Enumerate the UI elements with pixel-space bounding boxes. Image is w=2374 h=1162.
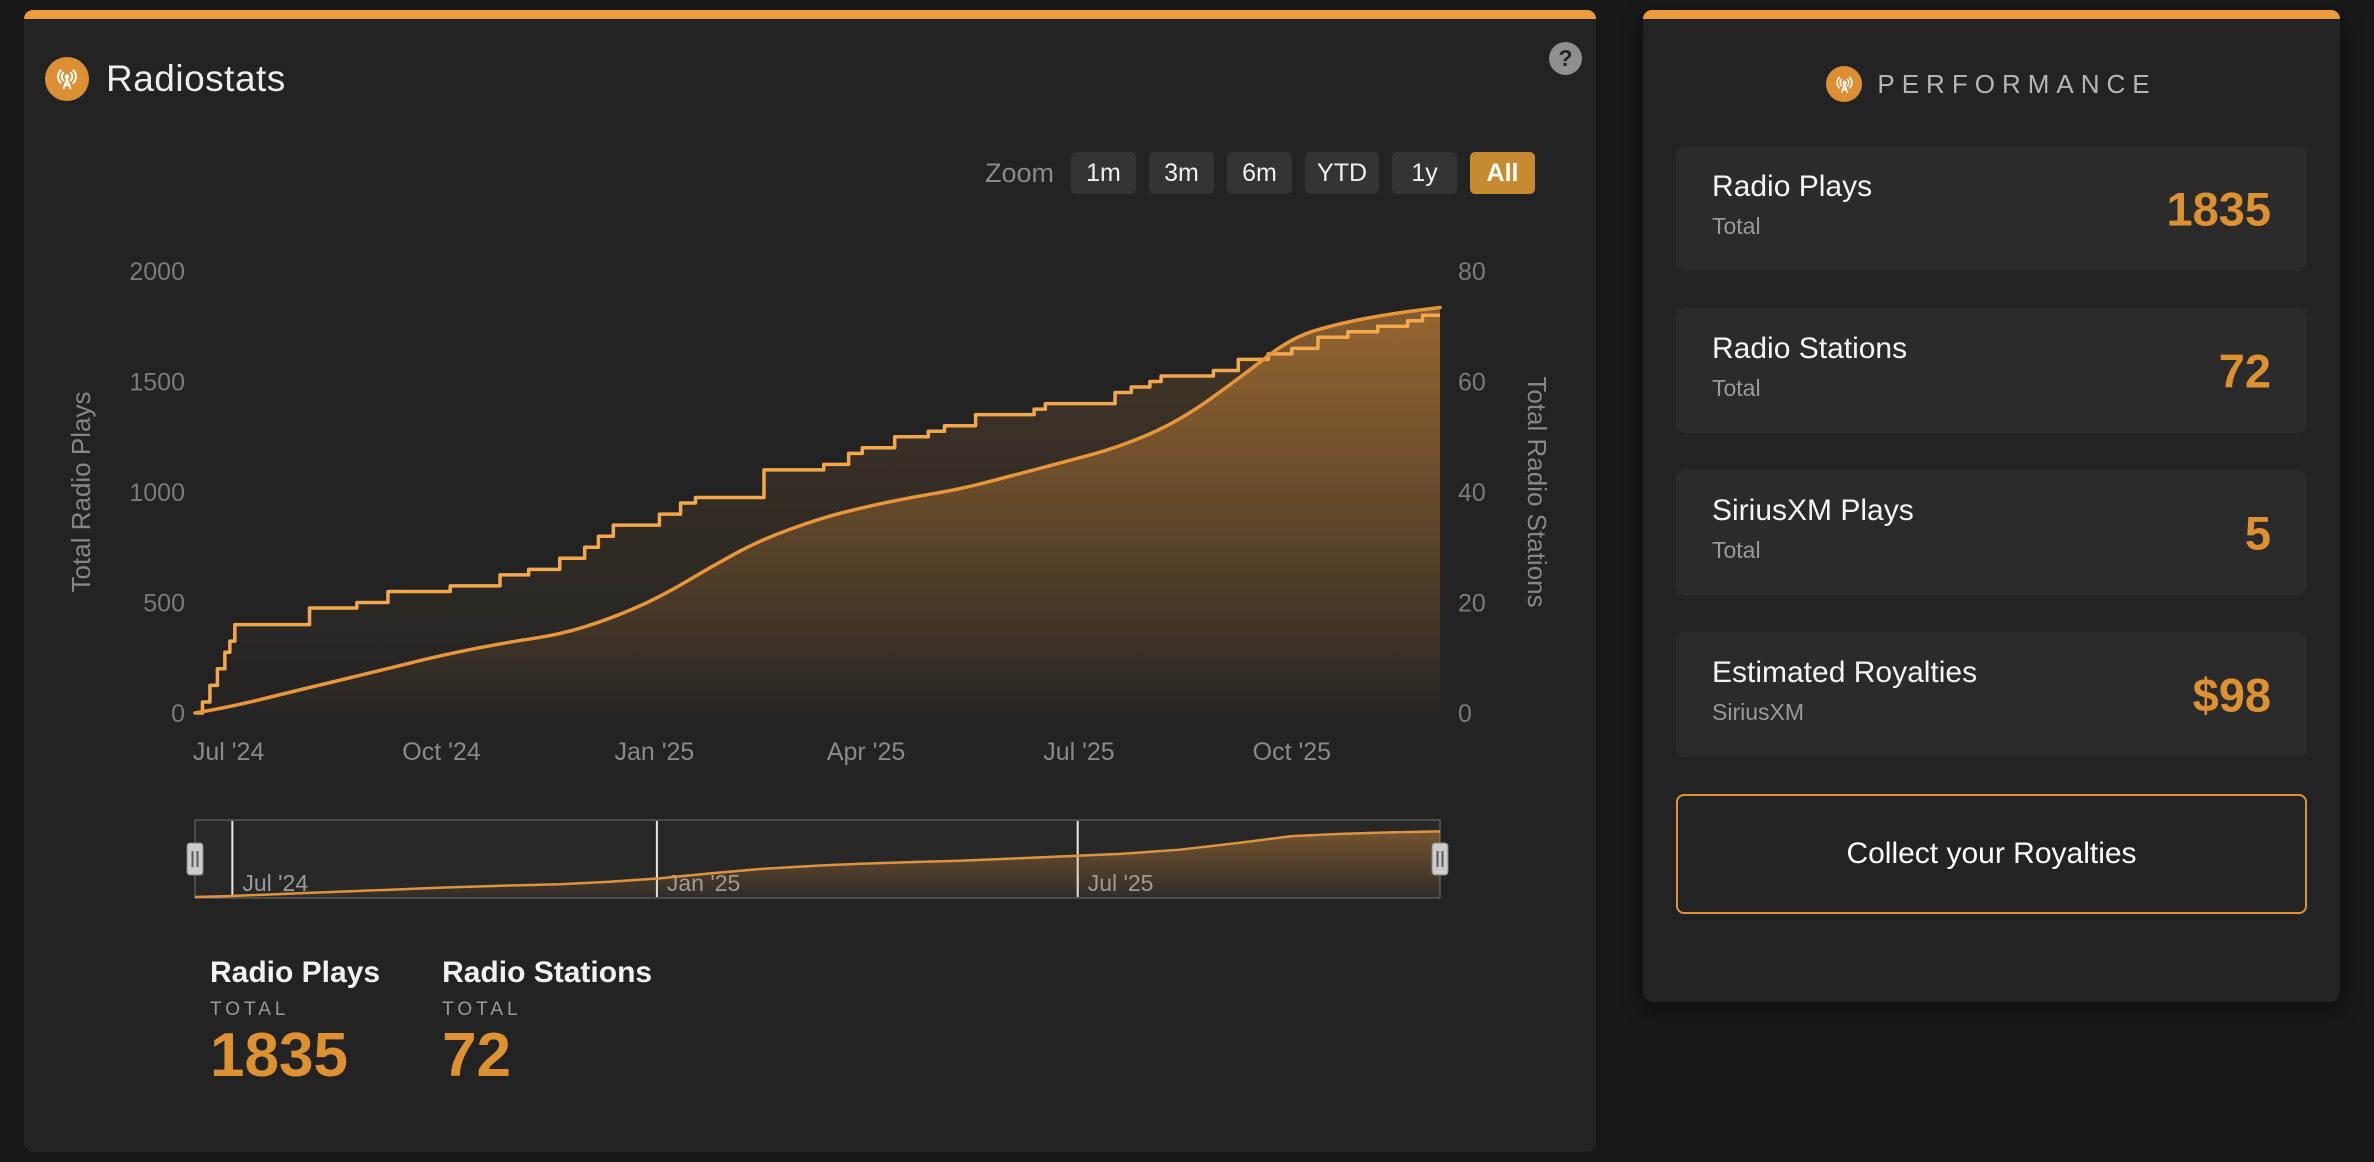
zoom-button-3m[interactable]: 3m xyxy=(1149,152,1215,194)
y-right-tick: 60 xyxy=(1458,369,1486,397)
legend-sublabel: TOTAL xyxy=(442,999,522,1020)
panel-accent-bar xyxy=(24,10,1596,19)
navigator-series-line xyxy=(194,830,1441,899)
x-axis-tick: Apr '25 xyxy=(827,738,905,766)
radio-antenna-icon xyxy=(1826,66,1863,102)
x-axis-tick: Oct '24 xyxy=(402,738,481,766)
performance-title: PERFORMANCE xyxy=(1877,68,2157,99)
y-right-axis-title: Total Radio Stations xyxy=(1522,376,1552,607)
stat-sublabel: Total xyxy=(1712,213,1761,239)
stat-card-estimated-royalties: Estimated Royalties SiriusXM $98 xyxy=(1676,632,2307,757)
page-title: Radiostats xyxy=(106,58,286,99)
stat-title: Radio Plays xyxy=(1712,170,1873,203)
zoom-button-all[interactable]: All xyxy=(1470,152,1536,194)
stat-sublabel: Total xyxy=(1712,375,1761,401)
chart-plot-area[interactable] xyxy=(195,271,1440,713)
zoom-button-6m[interactable]: 6m xyxy=(1227,152,1293,194)
radio-antenna-icon xyxy=(45,57,89,101)
stat-card-radio-stations: Radio Stations Total 72 xyxy=(1676,308,2307,433)
y-left-tick: 500 xyxy=(143,590,185,618)
legend-value: 1835 xyxy=(210,1021,348,1090)
stat-value: 5 xyxy=(2244,506,2271,559)
x-axis-tick: Jan '25 xyxy=(614,738,694,766)
y-left-axis-title: Total Radio Plays xyxy=(66,392,96,593)
radio-plays-area xyxy=(195,307,1440,713)
navigator-right-handle[interactable] xyxy=(1431,842,1449,876)
stat-card-siriusxm-plays: SiriusXM Plays Total 5 xyxy=(1676,470,2307,595)
zoom-label: Zoom xyxy=(985,157,1055,188)
stat-sublabel: Total xyxy=(1712,537,1761,563)
stat-title: Estimated Royalties xyxy=(1712,656,1978,689)
chart-legend: Radio Plays TOTAL 1835 Radio Stations TOTAL 7… xyxy=(210,956,652,1088)
navigator-tick-label: Jul '24 xyxy=(242,870,308,896)
performance-panel: PERFORMANCE Radio Plays Total 1835 Radio St… xyxy=(1643,10,2340,1002)
stat-sublabel: SiriusXM xyxy=(1712,699,1805,725)
panel-accent-bar xyxy=(1643,10,2340,19)
radiostats-chart: 0 500 1000 1500 2000 0 20 40 60 80 Jul '24 Oct '24 J… xyxy=(60,255,1560,815)
zoom-range-selector: Zoom 1m 3m 6m YTD 1y All xyxy=(985,152,1536,194)
y-right-tick: 0 xyxy=(1458,700,1472,728)
legend-value: 72 xyxy=(442,1021,512,1090)
stat-value: $98 xyxy=(2192,668,2271,721)
radio-plays-series-line xyxy=(193,305,1442,715)
collect-royalties-button[interactable]: Collect your Royalties xyxy=(1676,794,2307,914)
performance-stats: Radio Plays Total 1835 Radio Stations Total 7… xyxy=(1643,146,2340,757)
x-axis-tick: Jul '25 xyxy=(1043,738,1114,766)
legend-title: Radio Stations xyxy=(442,956,653,989)
radiostats-panel: Radiostats ? Zoom 1m 3m 6m YTD 1y All 0 500 100… xyxy=(24,10,1596,1152)
zoom-button-1m[interactable]: 1m xyxy=(1071,152,1137,194)
brand-row: Radiostats xyxy=(45,56,286,102)
y-left-tick: 0 xyxy=(171,700,185,728)
y-left-tick: 1500 xyxy=(129,369,185,397)
y-left-tick: 2000 xyxy=(129,258,185,286)
chart-svg: 0 500 1000 1500 2000 0 20 40 60 80 Jul '24 Oct '24 J… xyxy=(66,258,1552,766)
y-right-tick: 40 xyxy=(1458,479,1486,507)
y-right-tick: 20 xyxy=(1458,590,1486,618)
y-right-tick: 80 xyxy=(1458,258,1486,286)
x-axis-tick: Oct '25 xyxy=(1253,738,1331,766)
x-axis-tick: Jul '24 xyxy=(193,738,265,766)
stat-value: 1835 xyxy=(2166,182,2271,235)
legend-title: Radio Plays xyxy=(210,956,381,989)
stat-card-radio-plays: Radio Plays Total 1835 xyxy=(1676,146,2307,271)
zoom-button-1y[interactable]: 1y xyxy=(1392,152,1458,194)
legend-item-radio-plays: Radio Plays TOTAL 1835 xyxy=(210,956,380,1088)
y-left-tick: 1000 xyxy=(129,479,185,507)
legend-item-radio-stations: Radio Stations TOTAL 72 xyxy=(442,956,652,1088)
legend-sublabel: TOTAL xyxy=(210,999,290,1020)
zoom-button-ytd[interactable]: YTD xyxy=(1305,152,1380,194)
performance-header: PERFORMANCE xyxy=(1643,66,2340,102)
stat-title: SiriusXM Plays xyxy=(1712,494,1914,527)
stat-title: Radio Stations xyxy=(1712,332,1908,365)
help-button[interactable]: ? xyxy=(1549,42,1582,75)
navigator-area xyxy=(195,831,1440,897)
stat-value: 72 xyxy=(2218,344,2271,397)
navigator-left-handle[interactable] xyxy=(186,842,204,876)
